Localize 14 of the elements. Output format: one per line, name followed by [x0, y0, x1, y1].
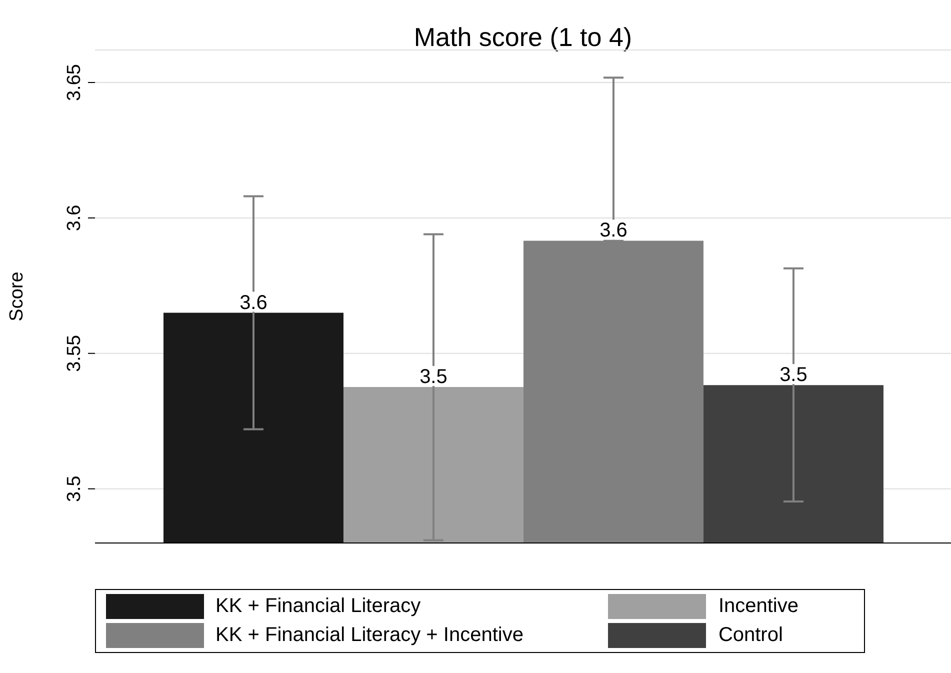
legend-label: Incentive	[718, 595, 798, 618]
y-axis-title: Score	[6, 272, 28, 322]
data-label: 3.6	[240, 292, 268, 314]
data-label: 3.5	[420, 366, 448, 388]
y-tick-label: 3.5	[64, 476, 85, 502]
data-label: 3.6	[600, 220, 628, 242]
y-tick-label: 3.55	[64, 334, 85, 372]
legend-label: Control	[718, 624, 783, 647]
y-tick-label: 3.6	[64, 204, 85, 232]
chart-title: Math score (1 to 4)	[412, 22, 634, 53]
data-label: 3.5	[780, 364, 808, 386]
legend-label: KK + Financial Literacy	[216, 595, 421, 618]
legend-label: KK + Financial Literacy + Incentive	[216, 624, 524, 647]
y-tick-label: 3.65	[64, 64, 85, 101]
